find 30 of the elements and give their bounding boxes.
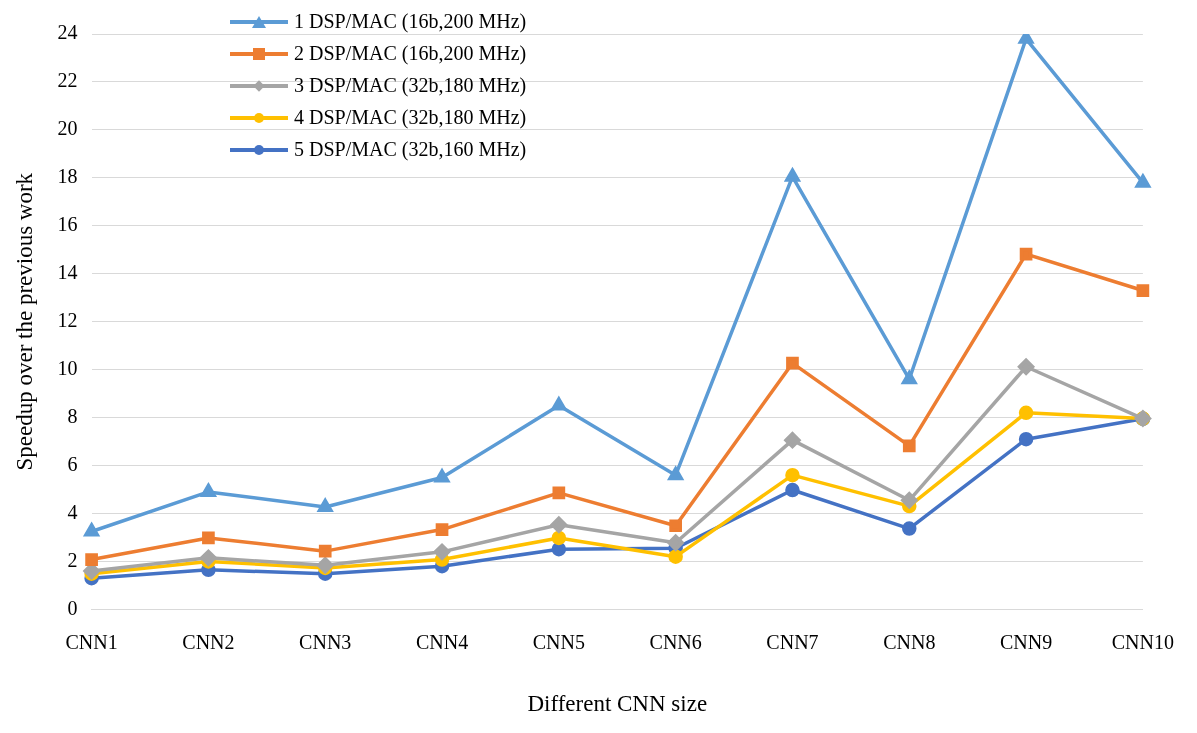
- y-tick-label: 0: [67, 596, 78, 619]
- legend-label: 3 DSP/MAC (32b,180 MHz): [294, 74, 527, 97]
- x-tick-label: CNN7: [766, 630, 819, 653]
- x-axis-title: Different CNN size: [527, 691, 708, 717]
- x-tick-label: CNN10: [1111, 630, 1174, 653]
- y-tick-label: 20: [57, 117, 78, 140]
- legend-label: 2 DSP/MAC (16b,200 MHz): [294, 42, 527, 65]
- x-tick-label: CNN2: [182, 630, 235, 653]
- y-tick-label: 4: [67, 500, 78, 523]
- legend-label: 5 DSP/MAC (32b,160 MHz): [294, 138, 527, 161]
- x-tick-label: CNN1: [65, 630, 118, 653]
- x-tick-label: CNN5: [532, 630, 585, 653]
- y-tick-label: 24: [57, 21, 78, 44]
- x-tick-label: CNN3: [299, 630, 352, 653]
- y-tick-label: 10: [57, 356, 78, 379]
- y-tick-label: 22: [57, 69, 78, 92]
- legend-label: 1 DSP/MAC (16b,200 MHz): [294, 10, 527, 33]
- x-tick-label: CNN6: [649, 630, 702, 653]
- y-tick-label: 16: [57, 213, 78, 236]
- y-tick-label: 8: [67, 404, 78, 427]
- x-tick-label: CNN4: [415, 630, 469, 653]
- legend-label: 4 DSP/MAC (32b,180 MHz): [294, 106, 527, 129]
- y-axis-title: Speedup over the previous work: [11, 172, 37, 471]
- y-tick-label: 6: [67, 452, 78, 475]
- y-tick-label: 18: [57, 165, 78, 188]
- y-tick-label: 12: [57, 308, 78, 331]
- y-tick-label: 14: [57, 261, 78, 283]
- x-tick-label: CNN9: [999, 630, 1053, 653]
- y-tick-label: 2: [67, 548, 78, 571]
- x-tick-label: CNN8: [883, 630, 936, 653]
